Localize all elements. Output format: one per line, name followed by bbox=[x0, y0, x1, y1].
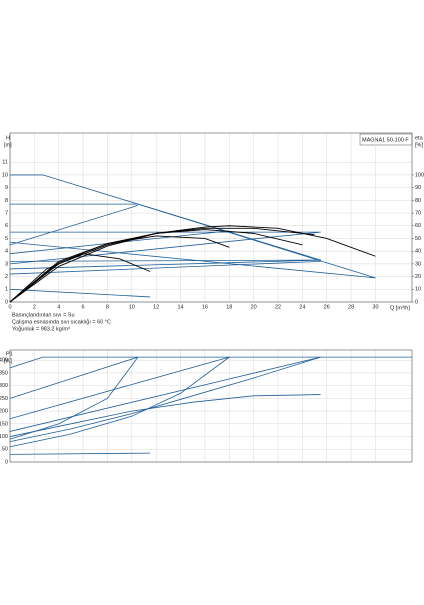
curve bbox=[9, 260, 321, 275]
y-tick-label: 300 bbox=[0, 383, 8, 389]
plot-frame bbox=[9, 349, 413, 463]
x-tick-label: 0 bbox=[8, 304, 11, 310]
y-tick-label: 100 bbox=[0, 434, 8, 440]
x-tick-label: 10 bbox=[129, 304, 135, 310]
y-tick-label: 150 bbox=[0, 421, 8, 427]
curve bbox=[9, 452, 151, 455]
y2-tick-label: 90 bbox=[415, 185, 421, 191]
curve bbox=[10, 203, 376, 279]
y-tick-label: 9 bbox=[5, 185, 8, 191]
y2-tick-label: 60 bbox=[415, 223, 421, 229]
y-tick-label: 50 bbox=[2, 447, 8, 453]
y2-tick-label: 80 bbox=[415, 198, 421, 204]
y2-tick-label: 30 bbox=[415, 261, 421, 267]
y-tick-label: 7 bbox=[5, 211, 8, 217]
chart-title: MAGNA1 50-100 F bbox=[362, 137, 409, 143]
y-tick-label: 200 bbox=[0, 409, 8, 415]
curve bbox=[9, 356, 412, 369]
note: Çalışma esnasında sıvı sıcaklığı = 60 °C bbox=[12, 319, 111, 325]
curve bbox=[9, 259, 321, 270]
y-tick-label: 6 bbox=[5, 223, 8, 229]
curve bbox=[9, 288, 151, 298]
y2-tick-label: 100 bbox=[415, 172, 424, 178]
y2-tick-label: 70 bbox=[415, 211, 421, 217]
y-tick-label: 0 bbox=[5, 299, 8, 305]
curve bbox=[9, 356, 321, 432]
y-label: H bbox=[6, 135, 10, 141]
x-tick-label: 16 bbox=[202, 304, 208, 310]
y2-tick-label: 10 bbox=[415, 287, 421, 293]
x-tick-label: 26 bbox=[324, 304, 330, 310]
y-tick-label: 10 bbox=[2, 172, 8, 178]
curve bbox=[9, 241, 376, 279]
curve bbox=[9, 231, 321, 265]
y2-tick-label: 50 bbox=[415, 236, 421, 242]
plot-frame bbox=[9, 132, 413, 303]
y-tick-label: 400 bbox=[0, 358, 8, 364]
curve bbox=[9, 356, 230, 448]
y-tick-label: 2 bbox=[5, 274, 8, 280]
y2-label: eta bbox=[415, 135, 424, 141]
y-unit: [m] bbox=[4, 142, 12, 148]
curve bbox=[9, 235, 230, 303]
x-tick-label: 6 bbox=[82, 304, 85, 310]
curve bbox=[9, 394, 321, 437]
x-tick-label: 22 bbox=[275, 304, 281, 310]
curve bbox=[9, 356, 230, 420]
x-tick-label: 12 bbox=[153, 304, 159, 310]
x-tick-label: 28 bbox=[348, 304, 354, 310]
x-tick-label: 20 bbox=[251, 304, 257, 310]
curve bbox=[9, 225, 376, 303]
x-label: Q [m³/h] bbox=[390, 305, 410, 311]
y-tick-label: 0 bbox=[5, 459, 8, 465]
curve bbox=[9, 205, 139, 246]
y-unit: [W] bbox=[4, 358, 13, 364]
y2-tick-label: 20 bbox=[415, 274, 421, 280]
x-tick-label: 4 bbox=[57, 304, 60, 310]
y2-tick-label: 0 bbox=[415, 299, 418, 305]
x-tick-label: 8 bbox=[106, 304, 109, 310]
y-tick-label: 5 bbox=[5, 236, 8, 242]
x-tick-label: 14 bbox=[177, 304, 183, 310]
y-tick-label: 1 bbox=[5, 287, 8, 293]
curve bbox=[9, 253, 151, 303]
curve bbox=[9, 356, 139, 399]
curve bbox=[9, 356, 321, 443]
y2-tick-label: 40 bbox=[415, 249, 421, 255]
y-tick-label: 3 bbox=[5, 261, 8, 267]
x-tick-label: 30 bbox=[372, 304, 378, 310]
y2-unit: [%] bbox=[415, 142, 423, 148]
note: Yoğunluk = 983.2 kg/m³ bbox=[12, 326, 70, 332]
y-tick-label: 250 bbox=[0, 396, 8, 402]
y-tick-label: 4 bbox=[5, 249, 8, 255]
y-tick-label: 350 bbox=[0, 370, 8, 376]
x-tick-label: 2 bbox=[33, 304, 36, 310]
note: Basınçlandırılan sıvı = Su bbox=[12, 312, 75, 318]
x-tick-label: 18 bbox=[226, 304, 232, 310]
y-label: P1 bbox=[6, 351, 13, 357]
x-tick-label: 24 bbox=[299, 304, 305, 310]
y-tick-label: 8 bbox=[5, 198, 8, 204]
y-tick-label: 11 bbox=[2, 160, 8, 166]
curve bbox=[9, 229, 303, 303]
